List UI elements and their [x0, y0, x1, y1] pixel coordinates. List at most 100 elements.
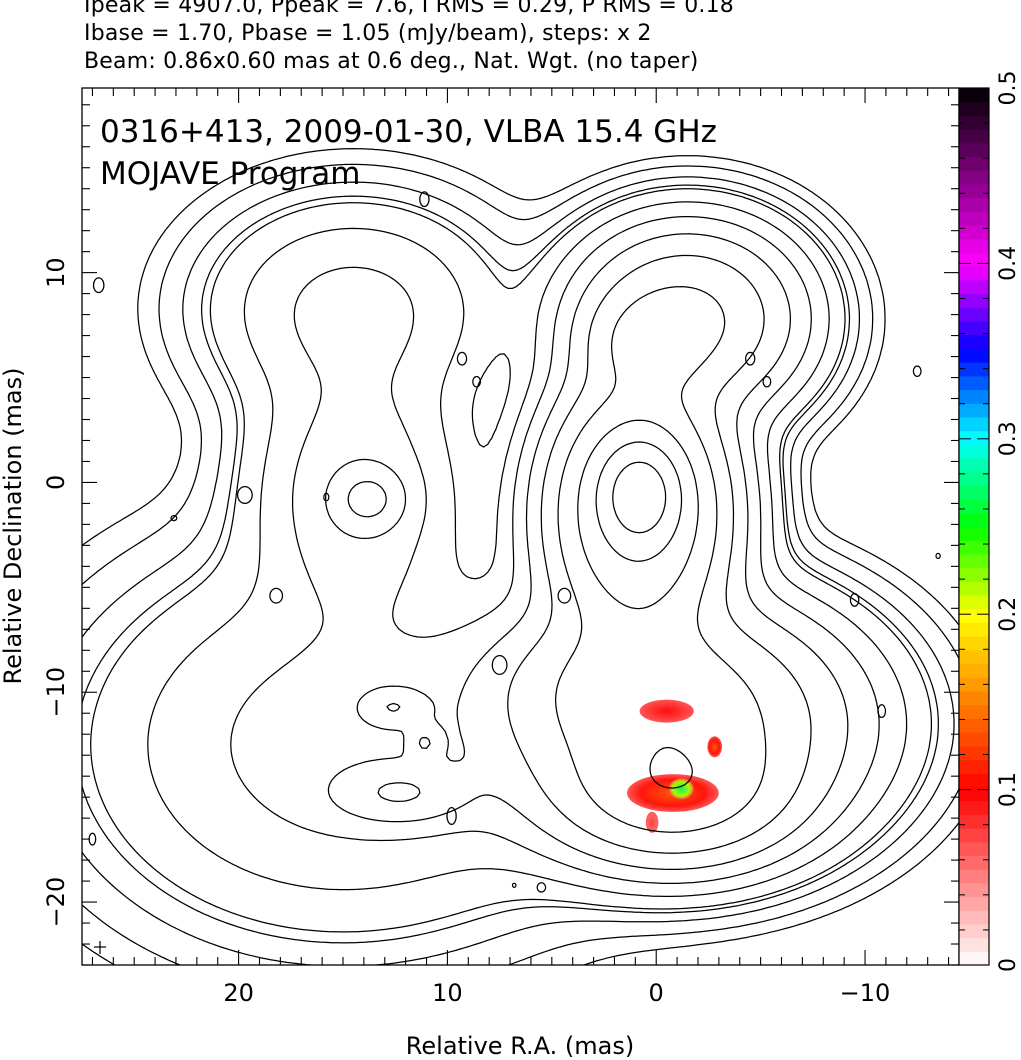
colorbar-swatch	[959, 499, 989, 514]
noise-island-contour	[536, 882, 547, 893]
colorbar-swatch	[959, 211, 989, 226]
colorbar-swatch	[959, 786, 989, 802]
colorbar-swatch	[959, 567, 989, 582]
colorbar-swatch	[959, 882, 989, 898]
contour-level	[347, 254, 812, 854]
colorbar-tick-label: 0.4	[996, 246, 1021, 281]
colorbar-swatch	[959, 320, 989, 336]
colorbar-swatch	[959, 88, 989, 103]
colorbar-swatch	[959, 677, 989, 692]
contour-level	[82, 184, 939, 944]
x-tick-label: 0	[649, 979, 664, 1007]
colorbar-swatch	[959, 841, 989, 856]
stats-line-base: Ibase = 1.70, Pbase = 1.05 (mJy/beam), s…	[84, 21, 652, 46]
polarization-blob	[707, 736, 722, 758]
polarization-blob	[639, 699, 694, 723]
polarization-color-layer	[627, 699, 722, 833]
colorbar-swatch	[959, 896, 989, 911]
chart-subtitle: MOJAVE Program	[100, 156, 360, 192]
colorbar-swatch	[959, 690, 989, 706]
colorbar-swatch	[959, 540, 989, 555]
noise-island-contour	[419, 191, 430, 208]
contour-level	[82, 147, 959, 965]
noise-island-contour	[456, 351, 468, 366]
colorbar-swatch	[959, 937, 989, 952]
colorbar-swatch	[959, 362, 989, 377]
colorbar-swatch	[959, 416, 989, 432]
colorbar-swatch	[959, 238, 989, 254]
noise-island-contour	[912, 365, 922, 378]
beam-marker	[94, 941, 106, 954]
colorbar-swatch	[959, 293, 989, 308]
colorbar-swatch	[959, 430, 989, 445]
contour-level	[612, 461, 667, 534]
colorbar: 0 0.1 0.2 0.3 0.4 0.5	[958, 71, 1021, 972]
y-tick-label: 10	[42, 257, 70, 288]
colorbar-swatch	[959, 101, 989, 116]
noise-island-contour	[446, 806, 457, 826]
noise-island-contour	[88, 832, 97, 846]
colorbar-swatch	[959, 444, 989, 459]
noise-islands	[88, 191, 941, 893]
colorbar-swatch	[959, 279, 989, 295]
noise-island-contour	[877, 704, 887, 719]
colorbar-swatch	[959, 718, 989, 733]
colorbar-swatch	[959, 910, 989, 925]
colorbar-swatch	[959, 375, 989, 391]
colorbar-swatch	[959, 649, 989, 665]
y-tick-label: −10	[42, 667, 70, 718]
contour-level	[82, 163, 959, 965]
colorbar-swatch	[959, 773, 989, 788]
colorbar-swatch	[959, 732, 989, 747]
colorbar-swatch	[959, 512, 989, 528]
noise-island-contour	[744, 351, 756, 366]
noise-island-contour	[236, 485, 253, 505]
colorbar-swatch	[959, 403, 989, 418]
noise-island-contour	[472, 375, 482, 388]
contour-level	[147, 201, 908, 898]
contour-level	[230, 215, 880, 885]
colorbar-swatch	[959, 389, 989, 404]
colorbar-swatch	[959, 581, 989, 596]
x-tick-labels: 20 10 0 −10	[223, 979, 890, 1007]
polarization-blob	[668, 778, 694, 800]
noise-island-contour	[762, 375, 772, 388]
noise-island-contour	[269, 587, 284, 604]
colorbar-swatch	[959, 142, 989, 158]
colorbar-swatch	[959, 827, 989, 843]
colorbar-swatch	[959, 457, 989, 473]
colorbar-swatch	[959, 129, 989, 144]
noise-island-contour	[511, 882, 517, 889]
colorbar-swatch	[959, 485, 989, 500]
colorbar-tick-label: 0.5	[996, 71, 1021, 106]
contour-level	[90, 188, 933, 933]
colorbar-swatch	[959, 156, 989, 171]
colorbar-swatch	[959, 170, 989, 185]
colorbar-swatch	[959, 800, 989, 815]
colorbar-swatch	[959, 197, 989, 212]
colorbar-swatch	[959, 334, 989, 349]
colorbar-swatch	[959, 608, 989, 624]
y-tick-label: 0	[42, 475, 70, 490]
noise-island-contour	[935, 552, 941, 560]
y-axis-label: Relative Declination (mas)	[0, 367, 27, 684]
x-axis-label: Relative R.A. (mas)	[406, 1032, 634, 1060]
colorbar-swatch	[959, 814, 989, 829]
noise-island-contour	[849, 592, 860, 607]
colorbar-swatch	[959, 622, 989, 637]
colorbar-swatch	[959, 855, 989, 870]
colorbar-swatch	[959, 745, 989, 761]
y-tick-labels: 10 0 −10 −20	[42, 257, 70, 927]
contour-level	[554, 285, 767, 833]
colorbar-swatch	[959, 595, 989, 610]
intensity-contours	[82, 147, 959, 965]
colorbar-swatch	[959, 951, 989, 966]
colorbar-tick-label: 0.1	[996, 772, 1021, 807]
colorbar-swatch	[959, 252, 989, 267]
colorbar-swatch	[959, 923, 989, 939]
colorbar-swatch	[959, 869, 989, 884]
colorbar-swatch	[959, 759, 989, 774]
chart-title: 0316+413, 2009-01-30, VLBA 15.4 GHz	[100, 114, 717, 150]
axis-ticks	[82, 88, 959, 966]
